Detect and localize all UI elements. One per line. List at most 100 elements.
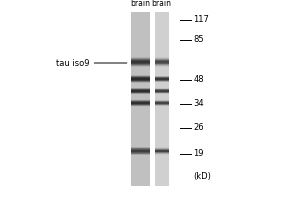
Bar — [154, 65, 169, 66]
Bar — [154, 61, 169, 62]
Bar — [154, 151, 169, 152]
Bar — [130, 58, 150, 59]
Bar — [130, 148, 150, 149]
Bar — [154, 150, 169, 151]
Bar — [154, 91, 169, 92]
Bar — [130, 66, 150, 67]
Bar — [154, 105, 169, 106]
Bar — [154, 81, 169, 82]
Bar — [154, 93, 169, 94]
Bar — [154, 81, 169, 82]
Bar — [130, 102, 150, 103]
Bar — [154, 57, 169, 58]
Bar — [130, 58, 150, 59]
Bar — [130, 99, 150, 100]
Bar — [154, 81, 169, 82]
Bar — [130, 59, 150, 60]
Bar — [130, 153, 150, 154]
Bar — [154, 92, 169, 93]
Bar — [130, 154, 150, 155]
Bar — [130, 153, 150, 154]
Bar — [154, 76, 169, 77]
Bar — [130, 89, 150, 90]
Bar — [154, 105, 169, 106]
Bar — [130, 105, 150, 106]
Bar — [130, 150, 150, 151]
Bar — [154, 101, 169, 102]
Bar — [154, 105, 169, 106]
Bar — [130, 149, 150, 150]
Bar — [130, 79, 150, 80]
Bar — [154, 12, 169, 186]
Bar — [154, 93, 169, 94]
Bar — [130, 61, 150, 62]
Bar — [130, 100, 150, 101]
Bar — [154, 100, 169, 101]
Bar — [154, 88, 169, 89]
Bar — [130, 152, 150, 153]
Bar — [154, 151, 169, 152]
Bar — [154, 90, 169, 91]
Bar — [154, 103, 169, 104]
Bar — [130, 80, 150, 81]
Bar — [130, 62, 150, 63]
Bar — [130, 102, 150, 103]
Bar — [130, 75, 150, 76]
Bar — [130, 82, 150, 83]
Bar — [130, 104, 150, 105]
Bar — [154, 103, 169, 104]
Bar — [130, 90, 150, 91]
Bar — [130, 76, 150, 77]
Bar — [130, 76, 150, 77]
Bar — [154, 153, 169, 154]
Bar — [154, 64, 169, 65]
Bar — [154, 153, 169, 154]
Bar — [130, 88, 150, 89]
Bar — [154, 77, 169, 78]
Bar — [154, 104, 169, 105]
Bar — [130, 104, 150, 105]
Bar — [154, 147, 169, 148]
Bar — [130, 154, 150, 155]
Bar — [154, 89, 169, 90]
Bar — [130, 12, 150, 186]
Bar — [130, 90, 150, 91]
Bar — [154, 104, 169, 105]
Bar — [130, 89, 150, 90]
Bar — [154, 149, 169, 150]
Bar — [154, 80, 169, 81]
Bar — [154, 149, 169, 150]
Bar — [130, 91, 150, 92]
Bar — [130, 88, 150, 89]
Bar — [130, 79, 150, 80]
Bar — [154, 101, 169, 102]
Bar — [154, 63, 169, 64]
Bar — [130, 103, 150, 104]
Bar — [130, 62, 150, 63]
Bar — [130, 78, 150, 79]
Bar — [130, 77, 150, 78]
Bar — [130, 152, 150, 153]
Bar — [130, 80, 150, 81]
Bar — [154, 62, 169, 63]
Bar — [154, 103, 169, 104]
Bar — [154, 104, 169, 105]
Bar — [130, 76, 150, 77]
Bar — [154, 57, 169, 58]
Bar — [154, 92, 169, 93]
Bar — [154, 77, 169, 78]
Bar — [154, 66, 169, 67]
Bar — [130, 64, 150, 65]
Bar — [154, 101, 169, 102]
Bar — [130, 63, 150, 64]
Bar — [130, 90, 150, 91]
Bar — [130, 64, 150, 65]
Bar — [154, 79, 169, 80]
Bar — [154, 62, 169, 63]
Bar — [130, 78, 150, 79]
Bar — [154, 78, 169, 79]
Bar — [130, 100, 150, 101]
Bar — [130, 104, 150, 105]
Bar — [130, 150, 150, 151]
Bar — [130, 80, 150, 81]
